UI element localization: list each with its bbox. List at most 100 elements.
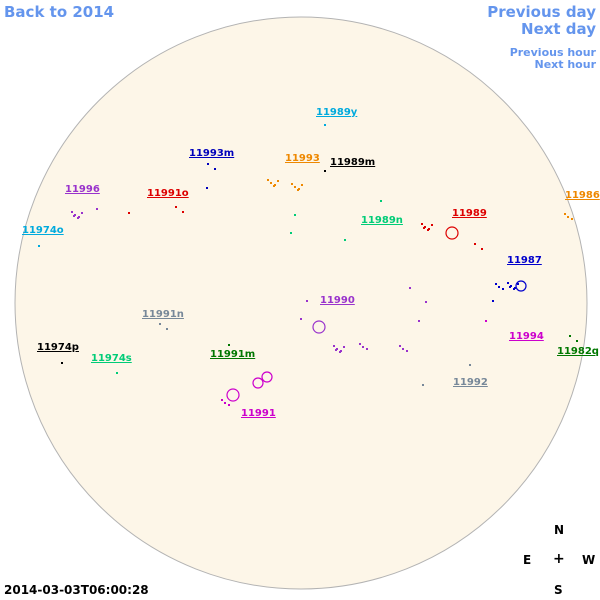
sunspot-dot — [81, 212, 83, 214]
sunspot-dot — [406, 350, 408, 352]
sunspot-dot — [175, 206, 177, 208]
region-label-11989m[interactable]: 11989m — [330, 157, 376, 168]
sunspot-dot — [38, 245, 40, 247]
sunspot-dot — [339, 351, 341, 353]
sunspot-dot — [423, 227, 425, 229]
sunspot-dot — [207, 163, 209, 165]
sunspot-dot — [206, 187, 208, 189]
sunspot-dot — [297, 189, 299, 191]
sunspot-dot — [343, 346, 345, 348]
region-label-11994[interactable]: 11994 — [509, 331, 544, 342]
sunspot-dot — [427, 229, 429, 231]
next-hour-link[interactable]: Next hour — [534, 58, 597, 71]
region-label-11989[interactable]: 11989 — [452, 208, 487, 219]
sunspot-dot — [335, 349, 337, 351]
sunspot-dot — [402, 348, 404, 350]
sunspot-dot — [182, 211, 184, 213]
region-label-11986[interactable]: 11986 — [565, 190, 600, 201]
sunspot-dot — [333, 345, 335, 347]
back-to-year-link[interactable]: Back to 2014 — [4, 3, 115, 21]
sunspot-dot — [324, 170, 326, 172]
region-label-11991m[interactable]: 11991m — [210, 349, 256, 360]
sunspot-dot — [409, 287, 411, 289]
sunspot-dot — [380, 200, 382, 202]
sunspot-ring — [252, 377, 264, 389]
sunspot-dot — [422, 384, 424, 386]
sunspot-dot — [481, 248, 483, 250]
sunspot-dot — [214, 168, 216, 170]
region-label-11990[interactable]: 11990 — [320, 295, 355, 306]
sunspot-dot — [221, 399, 223, 401]
sunspot-dot — [128, 212, 130, 214]
compass-north: N — [554, 523, 565, 537]
sunspot-dot — [228, 344, 230, 346]
sunspot-dot — [273, 185, 275, 187]
region-label-11974s[interactable]: 11974s — [91, 353, 132, 364]
sunspot-dot — [73, 215, 75, 217]
previous-hour-link[interactable]: Previous hour — [509, 46, 596, 59]
sunspot-dot — [301, 184, 303, 186]
region-label-11982q[interactable]: 11982q — [557, 346, 599, 357]
sunspot-dot — [344, 239, 346, 241]
sunspot-dot — [224, 402, 226, 404]
sunspot-dot — [159, 323, 161, 325]
sunspot-ring — [312, 320, 326, 334]
sunspot-dot — [485, 320, 487, 322]
sunspot-dot — [61, 362, 63, 364]
sunspot-dot — [517, 283, 519, 285]
region-label-11974p[interactable]: 11974p — [37, 342, 79, 353]
sunspot-dot — [571, 218, 573, 220]
sunspot-dot — [399, 345, 401, 347]
sunspot-dot — [300, 318, 302, 320]
sunspot-dot — [564, 213, 566, 215]
region-label-11991o[interactable]: 11991o — [147, 188, 189, 199]
sunspot-dot — [576, 340, 578, 342]
sunspot-dot — [277, 180, 279, 182]
region-label-11993m[interactable]: 11993m — [189, 148, 235, 159]
sunspot-dot — [469, 364, 471, 366]
sunspot-dot — [366, 348, 368, 350]
observation-timestamp: 2014-03-03T06:00:28 — [4, 583, 149, 597]
previous-day-link[interactable]: Previous day — [487, 3, 596, 21]
sunspot-dot — [267, 179, 269, 181]
sunspot-dot — [116, 372, 118, 374]
sunspot-dot — [359, 343, 361, 345]
region-label-11987[interactable]: 11987 — [507, 255, 542, 266]
sunspot-dot — [306, 300, 308, 302]
sunspot-dot — [96, 208, 98, 210]
sunspot-dot — [513, 288, 515, 290]
compass-center: + — [553, 551, 565, 567]
sunspot-ring — [226, 388, 240, 402]
sunspot-dot — [324, 124, 326, 126]
sunspot-dot — [425, 301, 427, 303]
compass-south: S — [554, 583, 563, 597]
next-day-link[interactable]: Next day — [521, 20, 596, 38]
sunspot-ring — [261, 371, 273, 383]
sunspot-dot — [509, 286, 511, 288]
sunspot-dot — [294, 186, 296, 188]
region-label-11993[interactable]: 11993 — [285, 153, 320, 164]
solar-disk — [14, 16, 588, 590]
sunspot-dot — [495, 283, 497, 285]
sunspot-dot — [498, 286, 500, 288]
compass-west: W — [582, 553, 596, 567]
region-label-11996[interactable]: 11996 — [65, 184, 100, 195]
sunspot-dot — [474, 243, 476, 245]
sunspot-dot — [71, 211, 73, 213]
region-label-11991[interactable]: 11991 — [241, 408, 276, 419]
sunspot-dot — [362, 346, 364, 348]
sunspot-dot — [228, 404, 230, 406]
sunspot-dot — [418, 320, 420, 322]
region-label-11989y[interactable]: 11989y — [316, 107, 358, 118]
region-label-11992[interactable]: 11992 — [453, 377, 488, 388]
region-label-11974o[interactable]: 11974o — [22, 225, 64, 236]
sunspot-dot — [294, 214, 296, 216]
sunspot-dot — [567, 216, 569, 218]
sunspot-dot — [270, 182, 272, 184]
sunspot-ring — [445, 226, 459, 240]
sunspot-dot — [77, 217, 79, 219]
sunspot-dot — [492, 300, 494, 302]
region-label-11991n[interactable]: 11991n — [142, 309, 184, 320]
sunspot-dot — [502, 288, 504, 290]
region-label-11989n[interactable]: 11989n — [361, 215, 403, 226]
